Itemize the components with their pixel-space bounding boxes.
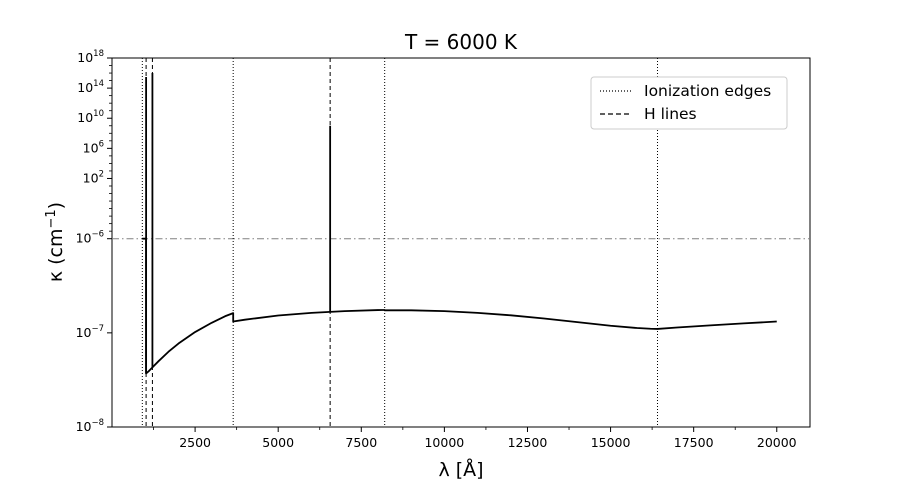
plot-area xyxy=(111,57,811,428)
x-axis-label: λ [Å] xyxy=(438,458,483,480)
x-tick-label-0: 2500 xyxy=(179,435,211,450)
legend-label-ionization-edges: Ionization edges xyxy=(644,82,771,100)
legend-box xyxy=(590,76,788,130)
y-tick-label-1: 1014 xyxy=(77,79,104,95)
ionization-edge-lines xyxy=(141,58,659,427)
x-tick-label-7: 20000 xyxy=(757,435,797,450)
y-axis-label-end: ) xyxy=(45,202,67,209)
x-axis-ticks: 2500 5000 7500 10000 12500 15000 17500 20000 xyxy=(153,427,797,450)
y-tick-label-4: 102 xyxy=(83,169,104,185)
y-tick-label-5: 10−6 xyxy=(76,230,104,246)
chart-title: T = 6000 K xyxy=(404,30,518,54)
x-tick-label-5: 15000 xyxy=(591,435,631,450)
x-tick-label-1: 5000 xyxy=(262,435,294,450)
x-tick-label-3: 10000 xyxy=(424,435,464,450)
x-tick-label-6: 17500 xyxy=(674,435,714,450)
y-axis-label-main: κ (cm xyxy=(45,228,67,282)
y-tick-label-6: 10−7 xyxy=(76,324,104,340)
axes-frame xyxy=(111,57,811,428)
y-axis-label-sup: −1 xyxy=(44,209,59,228)
series-line-0 xyxy=(142,237,777,375)
series-group xyxy=(142,73,777,375)
h-line-markers xyxy=(145,58,331,427)
y-axis-label: κ (cm−1) xyxy=(44,202,67,282)
x-tick-label-4: 12500 xyxy=(508,435,548,450)
svg-text:κ (cm−1): κ (cm−1) xyxy=(44,202,67,282)
legend: Ionization edges H lines xyxy=(590,76,788,130)
y-tick-label-0: 1018 xyxy=(77,49,104,65)
x-tick-label-2: 7500 xyxy=(345,435,377,450)
y-tick-label-3: 106 xyxy=(83,139,104,155)
legend-label-h-lines: H lines xyxy=(644,105,697,123)
y-tick-label-7: 10−8 xyxy=(76,418,104,434)
y-axis-ticks: 1018 1014 1010 106 102 10−6 10−7 10−8 xyxy=(76,49,112,434)
y-tick-label-2: 1010 xyxy=(77,109,104,125)
